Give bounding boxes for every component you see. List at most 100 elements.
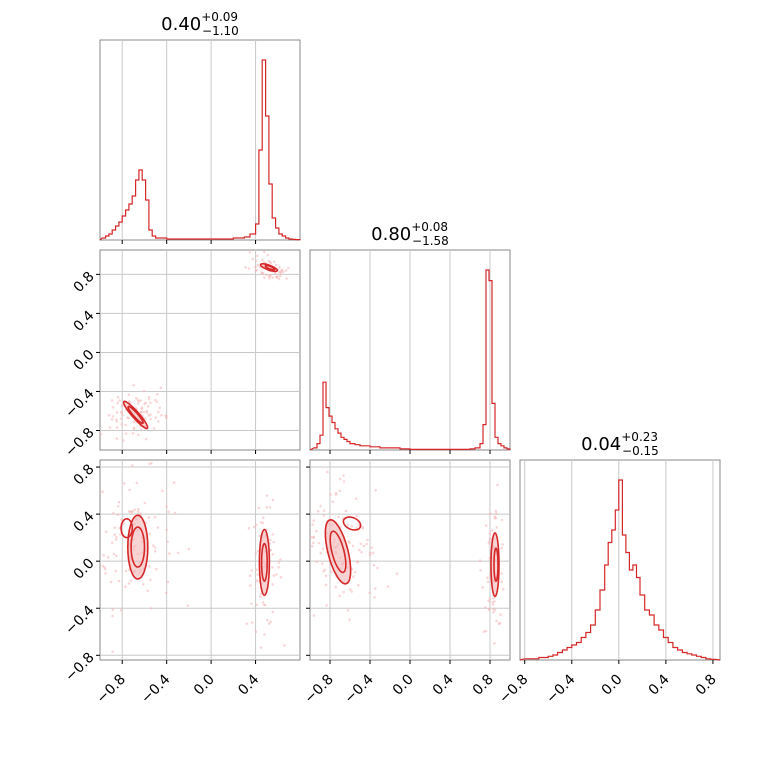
panel-2-sample-point [116,401,119,405]
panel-5-x-tick-labels: −0.8 −0.4 0.0 0.4 0.8 [301,671,496,706]
panel-5-sample-point [372,564,376,567]
panel-5-sample-point [358,548,361,552]
panel-5-ticks [306,466,491,664]
panel-5-sample-point [501,543,504,546]
panel-2-sample-point [152,427,156,430]
panel-2-grid [100,250,300,450]
panel-2-y-tick-label-2: 0.0 [71,347,98,374]
panel-2-sample-point [122,439,125,442]
panel-2-sample-point [116,396,120,399]
panel-4-sample-point [115,535,118,539]
panel-5-sample-point [395,572,399,575]
panel-2-sample-point [284,269,288,272]
panel-5-sample-point [484,629,488,633]
panel-5-sample-point [499,613,503,616]
panel-2-sample-point [120,422,123,426]
panel-5-sample-point [321,562,324,565]
panel-4-y-tick-label-0: −0.8 [62,650,97,685]
panel-5-sample-point [338,594,341,598]
panel-4-sample-point [149,578,152,582]
panel-6-histogram-step [519,479,721,661]
panel-2-sample-point [278,274,282,278]
panel-5-sample-point [312,519,316,522]
panel-4-sample-point [279,575,283,579]
panel-4-sample-point [120,518,123,521]
panel-4-sample-point [259,595,262,599]
panel-2-frame [99,249,301,451]
panel-2-sample-point [115,426,119,429]
panel-4-sample-point [255,523,258,527]
panel-5-sample-point [495,526,499,529]
panel-2-sample-point [276,275,279,278]
panel-4-sample-point [115,554,118,558]
panel-2-y-tick-label-1: −0.4 [62,386,97,421]
panel-1-title-value: 0.40 [161,14,201,35]
panel-5-sample-point [316,509,320,513]
panel-2-sample-point [149,413,152,417]
panel-5-sample-point [376,566,379,570]
panel-4-sample-point [131,510,134,513]
panel-4-sample-point [271,498,275,502]
panel-4-sample-point [137,508,140,511]
panel-5-sample-point [362,544,366,548]
panel-2-sample-point [272,260,276,264]
panel-5-sample-point [491,611,495,614]
panel-2-sample-point [136,402,140,405]
panel-2-sample-point [127,416,131,420]
panel-5-sample-point [494,516,498,520]
panel-1-frame [99,39,301,241]
panel-4-sample-point [283,644,286,647]
panel-4-sample-point [150,462,153,465]
panel-2-sample-point [124,423,127,427]
panel-4-sample-point [113,526,117,529]
panel-4-sample-point [154,546,157,549]
panel-5-sample-point [357,584,360,587]
panel-5-sample-point [373,596,376,599]
panel-4-sample-point [165,505,168,508]
panel-5-sample-point [329,493,332,496]
panel-6-x-tick-label-4: 0.8 [693,672,720,699]
panel-4-sample-point [250,569,253,572]
panel-2-sample-point [132,384,135,387]
scatter-contour-panel-5: −0.8 −0.4 0.0 0.4 0.8 [301,459,511,707]
panel-5-sample-point [351,544,355,548]
panel-4-y-tick-label-3: 0.4 [71,508,98,535]
panel-6-frame [519,459,721,661]
panel-6-x-tick-label-3: 0.4 [646,671,673,698]
panel-5-sample-point [315,560,319,563]
panel-2-sample-point [140,407,144,411]
panel-4-sample-point [111,541,114,544]
panel-2-ticks [96,273,257,454]
panel-2-sample-point [154,416,158,419]
panel-4-sample-point [168,552,171,555]
panel-5-sample-point [319,504,323,508]
panel-4-sample-point [111,608,115,611]
histogram-panel-1: 0.40+0.09 −1.10 [99,10,301,244]
panel-4-sample-point [271,533,275,536]
panel-1-title: 0.40+0.09 −1.10 [161,10,239,38]
panel-5-sample-point [317,541,321,545]
panel-2-sample-point [135,396,138,400]
panel-5-sample-point [497,622,501,626]
panel-5-sample-point [311,541,315,545]
panel-5-sample-point [479,569,482,572]
panel-4-sample-point [261,601,265,604]
panel-2-sample-point [158,406,161,410]
panel-5-sample-point [338,489,342,493]
panel-2-sample-point [124,432,128,435]
panel-5-sample-point [493,642,496,645]
panel-4-sample-point [277,561,281,564]
panel-2-sample-point [128,400,131,403]
panel-4-sample-point [262,516,265,519]
panel-5-sample-point [488,537,492,541]
panel-4-sample-point [266,618,269,622]
panel-5-grid [310,460,510,660]
panel-2-sample-point [263,276,266,279]
panel-4-sample-point [258,534,261,538]
panel-5-sample-point [493,608,497,612]
panel-2-sample-point [269,274,272,277]
panel-4-sample-point [112,552,116,556]
panel-4-sample-point [177,551,180,555]
panel-4-sample-point [146,589,149,592]
